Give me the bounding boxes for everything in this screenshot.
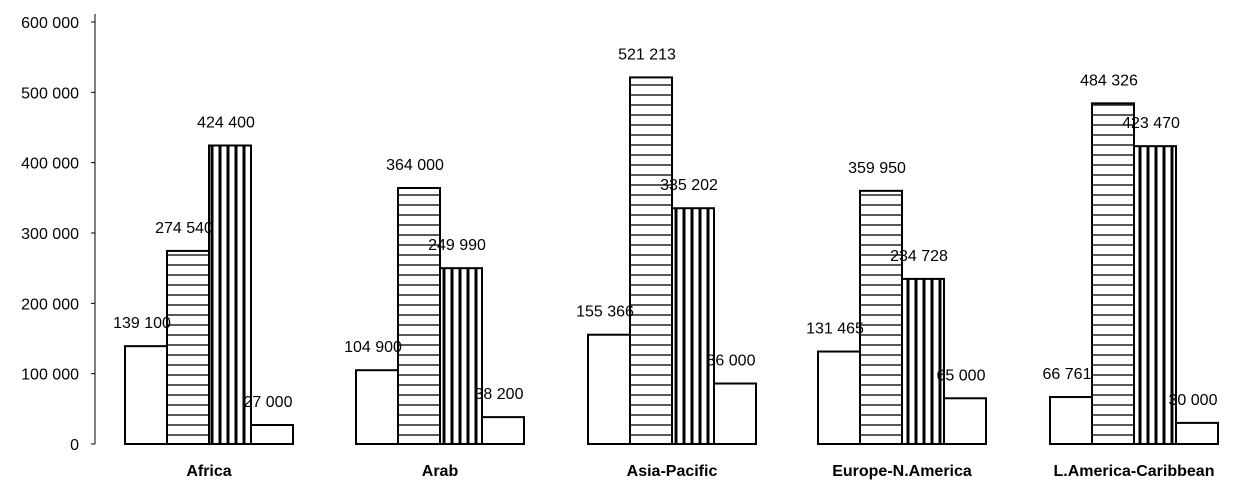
bar: [439, 267, 483, 445]
bar: [1049, 396, 1093, 446]
category-label: Arab: [422, 463, 459, 480]
bar: [208, 144, 252, 445]
bar: [671, 207, 715, 445]
bars: [124, 76, 1219, 446]
bar: [355, 369, 399, 445]
bar-value-label: 274 540: [155, 220, 213, 237]
bar: [943, 397, 987, 445]
bar: [124, 345, 168, 445]
y-tick-label: 600 000: [21, 15, 79, 32]
y-tick-label: 200 000: [21, 296, 79, 313]
bar-value-label: 424 400: [197, 115, 255, 132]
bar-value-label: 139 100: [113, 315, 171, 332]
bar-value-label: 66 761: [1043, 366, 1092, 383]
category-label: L.America-Caribbean: [1054, 463, 1215, 480]
bar-value-label: 484 326: [1080, 72, 1138, 89]
bar: [1133, 145, 1177, 446]
bar: [1091, 102, 1135, 445]
bar-value-label: 521 213: [618, 46, 676, 63]
bar: [713, 382, 757, 446]
bar: [859, 189, 903, 445]
y-tick-label: 300 000: [21, 226, 79, 243]
bar: [397, 186, 441, 445]
bar-value-label: 423 470: [1122, 115, 1180, 132]
bar-value-label: 364 000: [386, 157, 444, 174]
bar-value-label: 65 000: [937, 367, 986, 384]
bar: [901, 277, 945, 445]
bar: [629, 76, 673, 446]
category-label: Africa: [186, 463, 231, 480]
bar: [166, 249, 210, 445]
category-label: Europe-N.America: [832, 463, 972, 480]
data-labels: 139 100 274 540 424 400 27 000 104 900 364 00…: [113, 46, 1217, 411]
bar: [1175, 421, 1219, 445]
bar: [817, 350, 861, 445]
bar-value-label: 335 202: [660, 177, 718, 194]
bar-value-label: 30 000: [1169, 392, 1218, 409]
y-tick-label: 500 000: [21, 85, 79, 102]
category-label: Asia-Pacific: [627, 463, 718, 480]
y-axis: 0 100 000 200 000 300 000 400 000 500 000 600 …: [21, 14, 96, 454]
bar: [250, 424, 294, 446]
bar-value-label: 155 366: [576, 304, 634, 321]
y-tick-label: 100 000: [21, 367, 79, 384]
bar: [481, 416, 525, 445]
bar-value-label: 234 728: [890, 248, 948, 265]
bar-value-label: 104 900: [344, 339, 402, 356]
bar-value-label: 131 465: [806, 321, 864, 338]
y-tick-label: 0: [70, 437, 79, 454]
category-labels: Africa Arab Asia-Pacific Europe-N.America L.…: [186, 463, 1214, 480]
bar-value-label: 27 000: [244, 394, 293, 411]
y-tick-label: 400 000: [21, 156, 79, 173]
bar-value-label: 86 000: [707, 353, 756, 370]
bar-value-label: 359 950: [848, 160, 906, 177]
bar-value-label: 249 990: [428, 237, 486, 254]
bar: [587, 333, 631, 446]
bar-value-label: 38 200: [475, 386, 524, 403]
